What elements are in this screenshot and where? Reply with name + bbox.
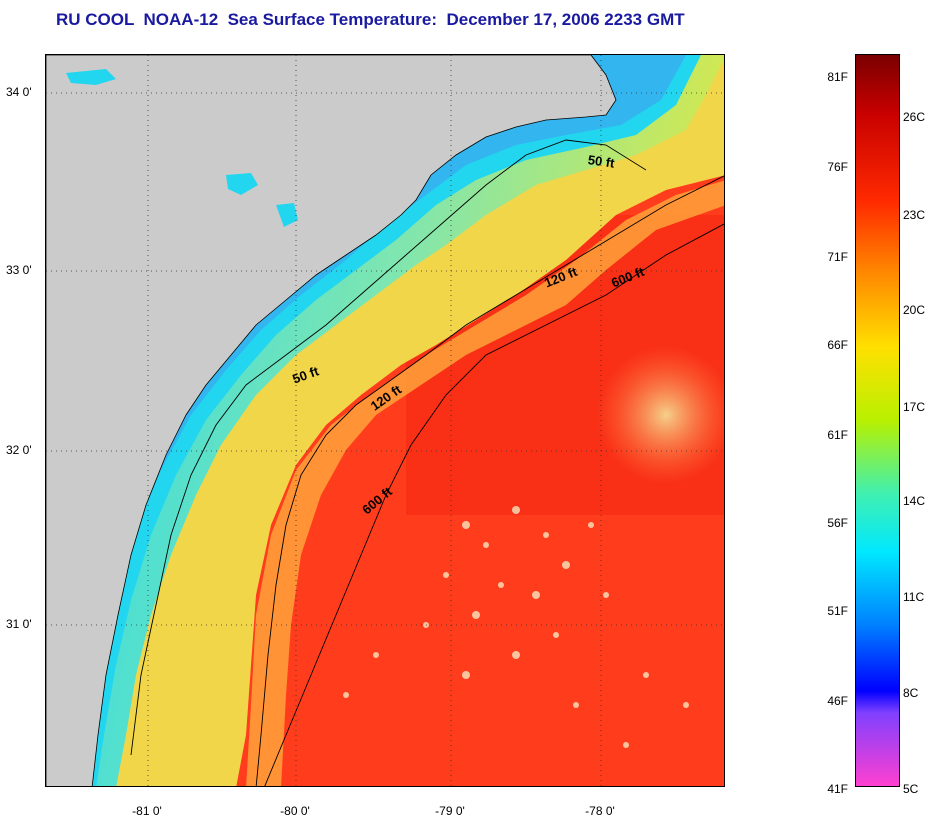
depth-contours bbox=[130, 139, 724, 786]
colorbar-label-c: 17C bbox=[903, 400, 926, 414]
contour-50ft bbox=[130, 139, 647, 756]
colorbar-label-f: 51F bbox=[827, 604, 848, 618]
lon-label-79: -79 0' bbox=[435, 804, 465, 818]
graticule bbox=[46, 55, 724, 786]
inland-lake bbox=[66, 69, 116, 85]
colorbar-label-c: 14C bbox=[903, 494, 926, 508]
lat-label-31: 31 0' bbox=[6, 617, 32, 631]
lat-label-33: 33 0' bbox=[6, 263, 32, 277]
inland-lake bbox=[226, 173, 258, 195]
contour-120ft bbox=[255, 175, 724, 786]
lon-label-80: -80 0' bbox=[280, 804, 310, 818]
lat-label-32: 32 0' bbox=[6, 443, 32, 457]
colorbar-label-f: 61F bbox=[827, 428, 848, 442]
colorbar-label-c: 20C bbox=[903, 303, 926, 317]
colorbar-label-f: 76F bbox=[827, 160, 848, 174]
warm-eddy bbox=[596, 345, 724, 485]
colorbar-label-c: 11C bbox=[903, 590, 925, 604]
colorbar-label-f: 81F bbox=[827, 70, 848, 84]
colorbar-label-f: 56F bbox=[827, 516, 848, 530]
map-title: RU COOL NOAA-12 Sea Surface Temperature:… bbox=[56, 10, 685, 29]
temperature-colorbar bbox=[855, 54, 900, 787]
colorbar-label-c: 5C bbox=[903, 782, 919, 796]
lat-label-34: 34 0' bbox=[6, 85, 32, 99]
inland-lake bbox=[276, 203, 298, 227]
colorbar-label-f: 41F bbox=[827, 782, 848, 796]
sst-map[interactable] bbox=[45, 54, 725, 787]
colorbar-gradient bbox=[856, 55, 899, 786]
colorbar-label-f: 71F bbox=[827, 250, 848, 264]
colorbar-label-f: 66F bbox=[827, 338, 848, 352]
colorbar-label-c: 8C bbox=[903, 686, 919, 700]
sst-map-canvas bbox=[46, 55, 724, 786]
colorbar-label-c: 23C bbox=[903, 208, 926, 222]
colorbar-label-c: 26C bbox=[903, 110, 926, 124]
lon-label-78: -78 0' bbox=[585, 804, 615, 818]
cloud-flag-patches bbox=[343, 506, 689, 748]
lon-label-81: -81 0' bbox=[132, 804, 162, 818]
contour-600ft bbox=[264, 223, 724, 786]
colorbar-label-f: 46F bbox=[827, 694, 848, 708]
